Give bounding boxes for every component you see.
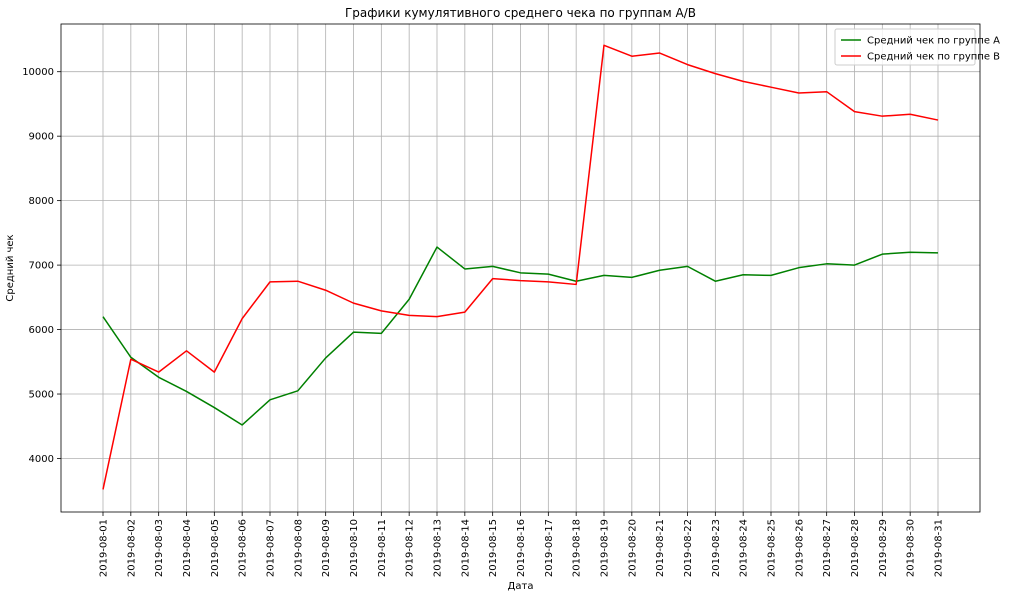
y-tick-label: 10000: [22, 67, 54, 78]
x-tick-label: 2019-08-08: [293, 519, 304, 577]
x-tick-label: 2019-08-22: [683, 519, 694, 577]
legend-label-group-a: Средний чек по группе A: [867, 36, 1000, 47]
x-tick-label: 2019-08-14: [460, 519, 471, 577]
x-tick-label: 2019-08-16: [516, 519, 527, 577]
y-tick-label: 5000: [29, 390, 54, 401]
x-tick-label: 2019-08-02: [126, 519, 137, 577]
x-tick-label: 2019-08-23: [711, 519, 722, 577]
x-tick-label: 2019-08-03: [154, 519, 165, 577]
x-tick-label: 2019-08-18: [572, 519, 583, 577]
y-axis-label: Средний чек: [5, 234, 16, 301]
y-tick-label: 7000: [29, 261, 54, 272]
x-tick-label: 2019-08-11: [377, 519, 388, 577]
x-tick-label: 2019-08-15: [488, 519, 499, 577]
x-tick-label: 2019-08-10: [349, 519, 360, 577]
x-tick-label: 2019-08-19: [600, 519, 611, 577]
x-tick-label: 2019-08-26: [794, 519, 805, 577]
x-tick-label: 2019-08-21: [655, 519, 666, 577]
x-tick-label: 2019-08-12: [405, 519, 416, 577]
x-tick-label: 2019-08-06: [238, 519, 249, 577]
legend-label-group-b: Средний чек по группе B: [867, 52, 1000, 63]
x-tick-label: 2019-08-04: [182, 519, 193, 577]
x-tick-label: 2019-08-05: [210, 519, 221, 577]
chart-title: Графики кумулятивного среднего чека по г…: [345, 6, 696, 20]
x-tick-label: 2019-08-27: [822, 519, 833, 577]
y-axis-ticks: 4000 5000 6000 7000 8000 9000 10000: [22, 67, 61, 465]
x-tick-label: 2019-08-30: [906, 519, 917, 577]
x-tick-label: 2019-08-01: [99, 519, 110, 577]
x-tick-label: 2019-08-17: [544, 519, 555, 577]
x-tick-label: 2019-08-09: [321, 519, 332, 577]
series-lines: [102, 44, 939, 490]
y-tick-label: 9000: [29, 132, 54, 143]
x-tick-label: 2019-08-13: [433, 519, 444, 577]
series-line-group-a: [102, 246, 939, 426]
series-line-group-b: [102, 44, 939, 490]
y-tick-label: 8000: [29, 196, 54, 207]
legend: Средний чек по группе A Средний чек по г…: [834, 28, 1000, 66]
grid-lines: [61, 24, 980, 512]
x-axis-ticks: 2019-08-01 2019-08-02 2019-08-03 2019-08-04…: [99, 512, 945, 577]
x-tick-label: 2019-08-31: [934, 519, 945, 577]
x-tick-label: 2019-08-24: [739, 519, 750, 577]
x-tick-label: 2019-08-07: [266, 519, 277, 577]
y-tick-label: 6000: [29, 325, 54, 336]
x-tick-label: 2019-08-20: [627, 519, 638, 577]
x-tick-label: 2019-08-29: [878, 519, 889, 577]
legend-box: [834, 28, 976, 66]
x-tick-label: 2019-08-25: [767, 519, 778, 577]
x-tick-label: 2019-08-28: [850, 519, 861, 577]
x-axis-label: Дата: [508, 581, 534, 592]
y-tick-label: 4000: [29, 454, 54, 465]
